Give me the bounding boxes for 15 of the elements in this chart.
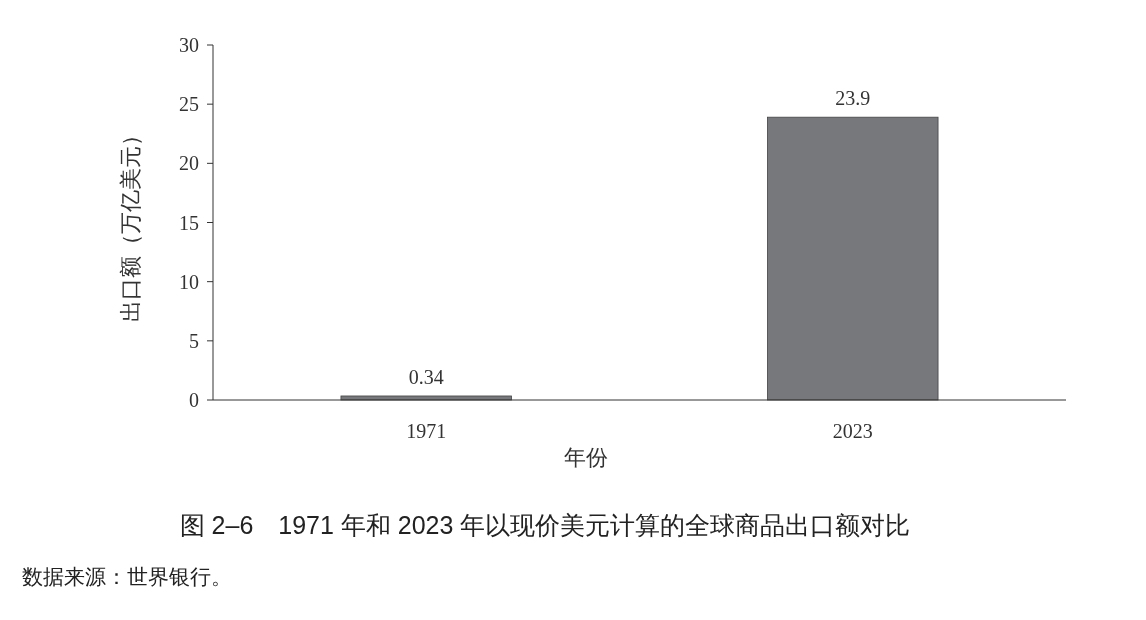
source-note: 数据来源：世界银行。 xyxy=(22,565,232,588)
y-axis-title: 出口额（万亿美元） xyxy=(118,123,143,322)
x-axis-title: 年份 xyxy=(563,445,608,470)
y-tick-label: 15 xyxy=(179,211,199,234)
y-tick-label: 25 xyxy=(179,93,199,116)
y-tick-label: 5 xyxy=(189,329,199,352)
y-tick-label: 30 xyxy=(179,34,199,56)
data-label: 0.34 xyxy=(408,365,444,388)
data-label: 23.9 xyxy=(835,87,871,110)
y-tick-label: 10 xyxy=(179,270,199,293)
x-tick-label: 2023 xyxy=(832,420,873,442)
text: 图 2–6 1971 年和 2023 年以现价美元计算的全球商品出口额对比 xyxy=(179,511,911,539)
y-tick-label: 0 xyxy=(189,389,199,411)
y-tick-label: 20 xyxy=(179,152,199,175)
x-tick-label: 1971 xyxy=(406,420,447,442)
